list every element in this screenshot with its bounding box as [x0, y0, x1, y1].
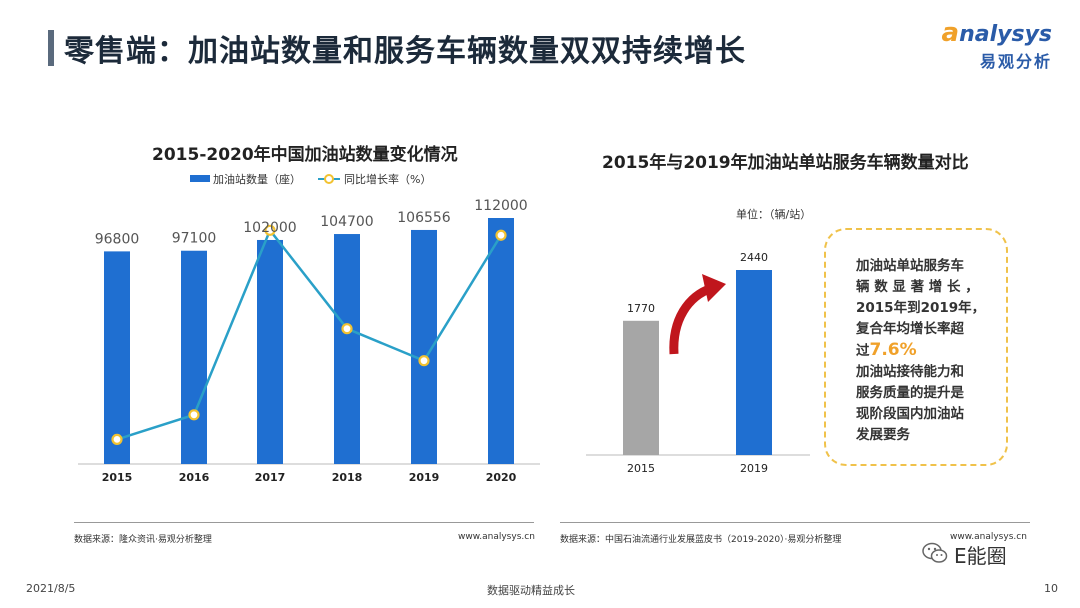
legend-line-marker — [324, 174, 334, 184]
growth-rate-marker — [111, 433, 123, 445]
growth-rate-marker — [264, 224, 276, 236]
left-source-rule — [74, 522, 534, 523]
footer-page-number: 10 — [1044, 582, 1058, 595]
right-source-rule — [560, 522, 1030, 523]
year-tick-label: 2015 — [102, 471, 133, 484]
year-tick-label: 2019 — [740, 462, 768, 475]
logo-chinese: 易观分析 — [979, 52, 1052, 71]
station-count-bar — [334, 234, 360, 464]
growth-arrow-head — [702, 274, 726, 302]
station-count-label: 102000 — [243, 220, 296, 236]
right-source: 数据来源：中国石油流通行业发展蓝皮书（2019-2020）·易观分析整理 — [560, 535, 842, 545]
service-vehicles-bar — [736, 270, 772, 455]
growth-callout-box: 加油站单站服务车 辆 数 显 著 增 长 ， 2015年到2019年， 复合年均… — [824, 228, 1008, 466]
left-chart-legend: 加油站数量（座） 同比增长率（%） — [190, 172, 431, 186]
legend-line-label: 同比增长率（%） — [344, 172, 431, 186]
year-tick-label: 2016 — [179, 471, 210, 484]
left-chart-title: 2015-2020年中国加油站数量变化情况 — [152, 145, 458, 165]
growth-rate-marker — [495, 229, 507, 241]
year-tick-label: 2018 — [332, 471, 363, 484]
station-count-label: 97100 — [172, 231, 217, 247]
growth-arrow-shaft — [669, 283, 714, 355]
station-count-bar — [181, 250, 207, 464]
right-chart-title: 2015年与2019年加油站单站服务车辆数量对比 — [602, 153, 969, 173]
station-count-label: 104700 — [320, 214, 373, 230]
station-count-label: 96800 — [95, 231, 140, 247]
service-vehicles-label: 1770 — [627, 302, 655, 315]
title-accent-bar — [48, 30, 54, 66]
service-vehicles-bar — [623, 320, 659, 455]
station-count-bar — [488, 218, 514, 464]
growth-rate-marker — [188, 409, 200, 421]
analysys-logo: analysys 易观分析 — [932, 18, 1052, 74]
wechat-watermark: E能圈 — [922, 538, 1062, 572]
year-tick-label: 2019 — [409, 471, 440, 484]
wechat-icon — [922, 542, 948, 563]
right-chart-unit: 单位：（辆/站） — [736, 208, 812, 221]
growth-rate-line — [116, 227, 503, 441]
wechat-account-name: E能圈 — [954, 544, 1007, 568]
left-website: www.analysys.cn — [458, 532, 535, 542]
station-count-bar — [257, 239, 283, 464]
cagr-highlight: 7.6% — [869, 340, 917, 360]
legend-bar-label: 加油站数量（座） — [213, 172, 301, 186]
station-count-label: 112000 — [474, 198, 527, 214]
logo-english: analysys — [941, 18, 1052, 48]
footer-date: 2021/8/5 — [26, 582, 76, 595]
right-website: www.analysys.cn — [950, 532, 1027, 542]
year-tick-label: 2015 — [627, 462, 655, 475]
station-count-label: 106556 — [397, 210, 451, 226]
callout-text: 加油站单站服务车 辆 数 显 著 增 长 ， 2015年到2019年， 复合年均… — [856, 258, 986, 443]
growth-rate-marker — [418, 355, 430, 367]
page-title: 零售端：加油站数量和服务车辆数量双双持续增长 — [64, 34, 746, 69]
legend-bar-swatch — [190, 175, 210, 182]
year-tick-label: 2017 — [255, 471, 286, 484]
growth-rate-marker — [341, 323, 353, 335]
service-vehicles-label: 2440 — [740, 251, 768, 264]
station-count-bar — [104, 251, 130, 464]
year-tick-label: 2020 — [486, 471, 517, 484]
footer-slogan: 数据驱动精益成长 — [487, 584, 575, 597]
left-source: 数据来源：隆众资讯·易观分析整理 — [74, 535, 212, 545]
